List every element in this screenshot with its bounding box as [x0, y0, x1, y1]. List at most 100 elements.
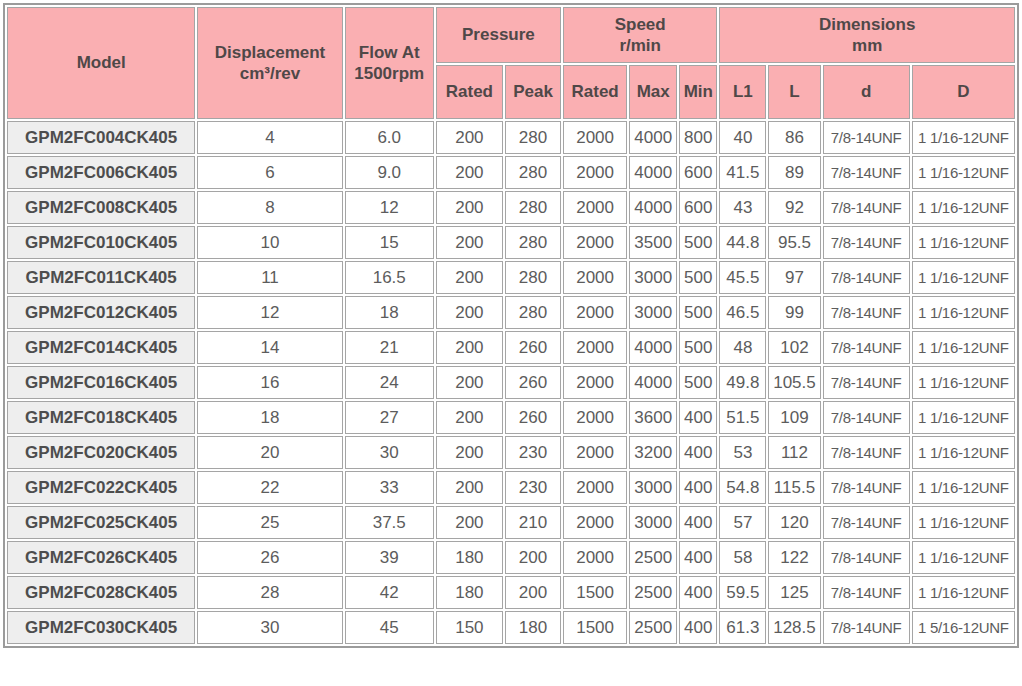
cell-l1: 45.5	[719, 261, 766, 294]
cell-d: 7/8-14UNF	[823, 121, 910, 154]
cell-l1: 46.5	[719, 296, 766, 329]
cell-pressure_peak: 180	[505, 611, 561, 644]
cell-flow: 9.0	[345, 156, 434, 189]
cell-speed_rated: 1500	[563, 611, 627, 644]
cell-speed_rated: 2000	[563, 156, 627, 189]
cell-pressure_rated: 150	[436, 611, 503, 644]
cell-pressure_peak: 200	[505, 576, 561, 609]
cell-d: 7/8-14UNF	[823, 156, 910, 189]
cell-speed_max: 3000	[629, 296, 677, 329]
cell-speed_min: 500	[679, 261, 717, 294]
cell-displacement: 11	[197, 261, 342, 294]
cell-pressure_peak: 210	[505, 506, 561, 539]
cell-speed_min: 400	[679, 611, 717, 644]
spec-table-container: Model Displacement cm³/rev Flow At 1500r…	[0, 0, 1022, 651]
cell-speed_max: 3000	[629, 261, 677, 294]
cell-l: 97	[768, 261, 820, 294]
cell-flow: 18	[345, 296, 434, 329]
cell-pressure_peak: 280	[505, 191, 561, 224]
cell-speed_min: 500	[679, 331, 717, 364]
cell-d: 7/8-14UNF	[823, 576, 910, 609]
col-header-D: D	[912, 65, 1015, 119]
table-row: GPM2FC030CK40530451501801500250040061.31…	[7, 611, 1015, 644]
col-header-l: L	[768, 65, 820, 119]
cell-d: 7/8-14UNF	[823, 261, 910, 294]
cell-speed_rated: 2000	[563, 506, 627, 539]
col-header-speed-line2: r/min	[619, 36, 661, 55]
col-header-d: d	[823, 65, 910, 119]
cell-speed_min: 500	[679, 366, 717, 399]
col-header-pressure-group: Pressure	[436, 7, 561, 63]
cell-speed_rated: 2000	[563, 226, 627, 259]
cell-speed_rated: 2000	[563, 541, 627, 574]
col-header-displacement: Displacement cm³/rev	[197, 7, 342, 119]
table-body: GPM2FC004CK40546.02002802000400080040867…	[7, 121, 1015, 644]
col-header-l1: L1	[719, 65, 766, 119]
col-header-dimensions-line2: mm	[852, 36, 882, 55]
cell-pressure_peak: 280	[505, 261, 561, 294]
cell-D: 1 1/16-12UNF	[912, 576, 1015, 609]
cell-speed_rated: 2000	[563, 191, 627, 224]
table-row: GPM2FC011CK4051116.52002802000300050045.…	[7, 261, 1015, 294]
cell-speed_rated: 1500	[563, 576, 627, 609]
cell-model: GPM2FC016CK405	[7, 366, 195, 399]
cell-speed_max: 3500	[629, 226, 677, 259]
cell-speed_min: 600	[679, 191, 717, 224]
cell-pressure_peak: 230	[505, 436, 561, 469]
col-header-speed-group: Speed r/min	[563, 7, 717, 63]
cell-l1: 44.8	[719, 226, 766, 259]
cell-d: 7/8-14UNF	[823, 331, 910, 364]
cell-speed_min: 400	[679, 436, 717, 469]
cell-l: 86	[768, 121, 820, 154]
cell-pressure_rated: 200	[436, 331, 503, 364]
cell-l: 109	[768, 401, 820, 434]
cell-model: GPM2FC025CK405	[7, 506, 195, 539]
col-header-displacement-line1: Displacement	[215, 43, 326, 62]
cell-flow: 27	[345, 401, 434, 434]
cell-model: GPM2FC022CK405	[7, 471, 195, 504]
cell-flow: 45	[345, 611, 434, 644]
cell-speed_rated: 2000	[563, 296, 627, 329]
table-row: GPM2FC014CK40514212002602000400050048102…	[7, 331, 1015, 364]
cell-speed_max: 3600	[629, 401, 677, 434]
cell-D: 1 1/16-12UNF	[912, 436, 1015, 469]
cell-l: 112	[768, 436, 820, 469]
cell-l1: 54.8	[719, 471, 766, 504]
col-header-displacement-line2: cm³/rev	[240, 64, 300, 83]
cell-D: 1 1/16-12UNF	[912, 506, 1015, 539]
cell-flow: 21	[345, 331, 434, 364]
cell-pressure_peak: 230	[505, 471, 561, 504]
cell-speed_min: 400	[679, 471, 717, 504]
table-row: GPM2FC012CK40512182002802000300050046.59…	[7, 296, 1015, 329]
cell-model: GPM2FC014CK405	[7, 331, 195, 364]
cell-speed_max: 3000	[629, 471, 677, 504]
table-row: GPM2FC016CK40516242002602000400050049.81…	[7, 366, 1015, 399]
cell-pressure_peak: 260	[505, 401, 561, 434]
cell-speed_max: 4000	[629, 191, 677, 224]
table-row: GPM2FC028CK40528421802001500250040059.51…	[7, 576, 1015, 609]
cell-pressure_peak: 260	[505, 331, 561, 364]
cell-pressure_rated: 200	[436, 121, 503, 154]
cell-pressure_peak: 200	[505, 541, 561, 574]
table-row: GPM2FC018CK40518272002602000360040051.51…	[7, 401, 1015, 434]
table-row: GPM2FC022CK40522332002302000300040054.81…	[7, 471, 1015, 504]
cell-model: GPM2FC008CK405	[7, 191, 195, 224]
cell-speed_min: 500	[679, 226, 717, 259]
cell-displacement: 14	[197, 331, 342, 364]
col-header-speed-rated: Rated	[563, 65, 627, 119]
cell-model: GPM2FC018CK405	[7, 401, 195, 434]
cell-D: 1 1/16-12UNF	[912, 156, 1015, 189]
cell-speed_max: 3200	[629, 436, 677, 469]
cell-flow: 16.5	[345, 261, 434, 294]
cell-l1: 48	[719, 331, 766, 364]
cell-flow: 30	[345, 436, 434, 469]
cell-speed_max: 3000	[629, 506, 677, 539]
cell-pressure_rated: 200	[436, 156, 503, 189]
cell-l1: 58	[719, 541, 766, 574]
table-row: GPM2FC006CK40569.02002802000400060041.58…	[7, 156, 1015, 189]
cell-pressure_rated: 200	[436, 261, 503, 294]
cell-displacement: 8	[197, 191, 342, 224]
cell-D: 1 1/16-12UNF	[912, 541, 1015, 574]
cell-pressure_rated: 200	[436, 191, 503, 224]
cell-l1: 57	[719, 506, 766, 539]
